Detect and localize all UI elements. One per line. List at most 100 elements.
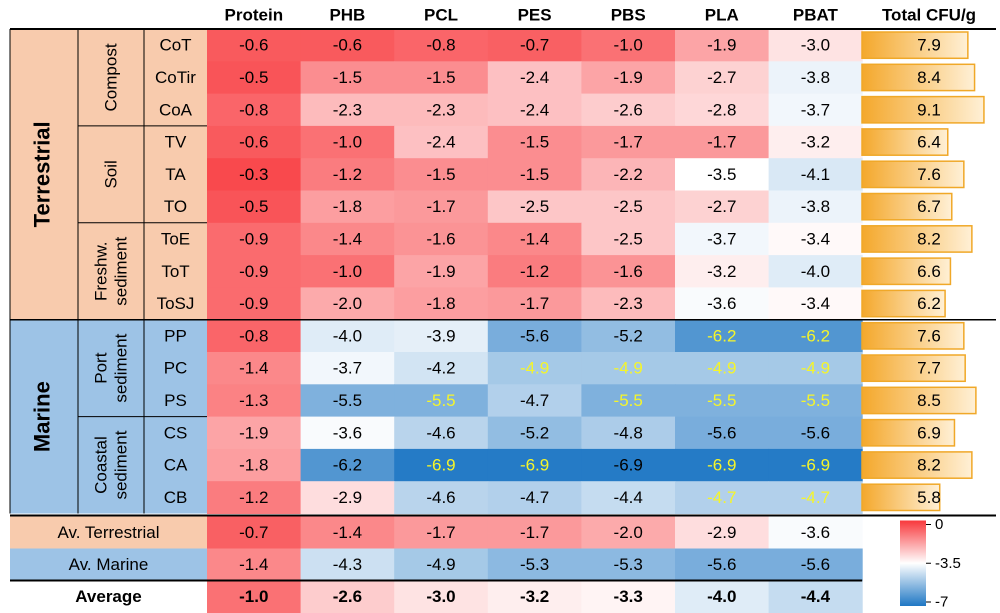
heatmap-cell — [207, 481, 302, 514]
heatmap-cell — [675, 384, 770, 418]
color-scale-label: -3.5 — [935, 555, 961, 572]
cell-value: -3.7 — [333, 359, 362, 378]
column-header-total-cfu: Total CFU/g — [882, 6, 976, 25]
cell-value: -3.7 — [801, 100, 830, 119]
average-value: -4.3 — [333, 555, 362, 574]
cell-value: -2.0 — [333, 294, 362, 313]
cell-value: -4.6 — [426, 423, 455, 442]
heatmap-cell — [675, 448, 770, 482]
cell-value: -1.5 — [520, 133, 549, 152]
cell-value: -6.2 — [707, 326, 736, 345]
heatmap-cell — [768, 481, 863, 514]
cell-value: -2.9 — [333, 488, 362, 507]
cell-value: -1.7 — [707, 133, 736, 152]
heatmap-cell — [581, 61, 676, 95]
group-label: sediment — [112, 333, 131, 402]
average-value: -3.6 — [801, 523, 830, 542]
heatmap-cell — [394, 416, 489, 450]
cell-value: -2.5 — [614, 197, 643, 216]
row-label-tosj: ToSJ — [157, 294, 195, 313]
cell-value: -2.6 — [614, 100, 643, 119]
total-bar — [861, 95, 985, 124]
total-bar — [861, 31, 969, 60]
cell-value: -1.4 — [520, 229, 549, 248]
heatmap-cell — [207, 125, 302, 159]
cell-value: -1.8 — [239, 456, 268, 475]
cell-value: -0.7 — [520, 36, 549, 55]
cell-value: -3.8 — [801, 68, 830, 87]
heatmap-cell — [581, 29, 676, 62]
total-value: 6.7 — [917, 197, 941, 216]
cell-value: -6.9 — [614, 456, 643, 475]
heatmap-cell — [581, 255, 676, 288]
average-cell — [675, 580, 770, 613]
cell-value: -0.8 — [239, 326, 268, 345]
heatmap-cell — [394, 352, 489, 385]
cell-value: -3.4 — [801, 229, 830, 248]
cell-value: -2.3 — [426, 100, 455, 119]
cell-value: -5.6 — [520, 326, 549, 345]
heatmap-cell — [207, 287, 302, 321]
cell-value: -2.4 — [426, 133, 455, 152]
cell-value: -1.2 — [239, 488, 268, 507]
row-label-cot: CoT — [159, 36, 191, 55]
cell-value: -2.4 — [520, 100, 549, 119]
heatmap-cell — [768, 352, 863, 385]
heatmap-cell — [768, 125, 863, 159]
heatmap-cell — [675, 61, 770, 95]
average-cell — [207, 548, 302, 581]
heatmap-cell — [300, 125, 395, 159]
cell-value: -0.9 — [239, 229, 268, 248]
heatmap-cell — [768, 61, 863, 95]
heatmap-cell — [207, 448, 302, 482]
total-value: 6.2 — [917, 294, 941, 313]
cell-value: -2.5 — [614, 229, 643, 248]
cell-value: -5.6 — [707, 423, 736, 442]
cell-value: -5.5 — [333, 391, 362, 410]
total-bar — [861, 257, 952, 286]
domain-group-cell — [78, 29, 207, 320]
cell-value: -1.7 — [520, 294, 549, 313]
heatmap-cell — [487, 352, 582, 385]
cell-value: -1.9 — [707, 36, 736, 55]
total-bar — [861, 321, 965, 350]
cell-value: -5.5 — [614, 391, 643, 410]
heatmap-cell — [675, 481, 770, 514]
average-cell — [394, 548, 489, 581]
heatmap-cell — [394, 190, 489, 224]
heatmap-cell — [768, 222, 863, 256]
cell-value: -2.2 — [614, 165, 643, 184]
average-label-cell — [10, 516, 207, 549]
row-label-cb: CB — [164, 488, 188, 507]
cell-value: -0.9 — [239, 294, 268, 313]
total-bar — [861, 160, 965, 189]
average-value: -2.0 — [614, 523, 643, 542]
average-value: -2.9 — [707, 523, 736, 542]
heatmap-cell — [394, 255, 489, 288]
group-label: sediment — [112, 430, 131, 499]
cell-value: -0.3 — [239, 165, 268, 184]
average-cell — [581, 580, 676, 613]
cell-value: -4.7 — [707, 488, 736, 507]
heatmap-cell — [581, 158, 676, 191]
cell-value: -0.8 — [426, 36, 455, 55]
color-scale-bar — [900, 520, 926, 606]
cell-value: -5.5 — [801, 391, 830, 410]
heatmap-cell — [207, 352, 302, 385]
cell-value: -4.7 — [520, 488, 549, 507]
total-bar — [861, 386, 977, 415]
total-value: 9.1 — [917, 100, 941, 119]
average-value: -5.6 — [801, 555, 830, 574]
total-value: 8.2 — [917, 456, 941, 475]
group-label: Coastal — [92, 436, 111, 494]
heatmap-cell — [768, 319, 863, 353]
average-label-cell — [10, 548, 207, 581]
average-cell — [768, 580, 863, 613]
row-label-coa: CoA — [159, 100, 193, 119]
cell-value: -0.6 — [239, 36, 268, 55]
heatmap-cell — [675, 125, 770, 159]
heatmap-cell — [394, 319, 489, 353]
cell-value: -5.2 — [614, 326, 643, 345]
cell-value: -1.2 — [520, 262, 549, 281]
cell-value: -3.8 — [801, 197, 830, 216]
